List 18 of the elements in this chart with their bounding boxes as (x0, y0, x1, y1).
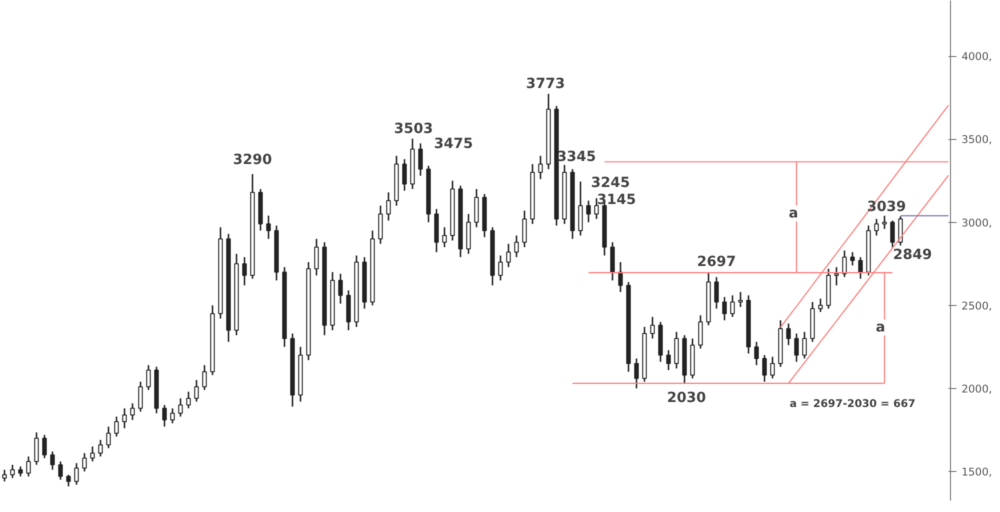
annotation: 2849 (893, 247, 932, 263)
annotation: 2697 (697, 254, 736, 270)
y-tick-label: 2000, (962, 382, 992, 396)
y-tick-label: 3500, (962, 133, 992, 146)
annotation: 3503 (394, 121, 433, 137)
annotation: 3245 (591, 175, 630, 191)
annotation: 3290 (233, 152, 272, 168)
annotation: a = 2697-2030 = 667 (790, 397, 916, 410)
annotation: 2030 (667, 390, 706, 406)
y-tick-label: 1500, (962, 465, 992, 478)
y-tick-label: 2500, (962, 299, 992, 312)
y-tick-label: 3000, (962, 216, 992, 230)
annotation: 3773 (526, 76, 565, 92)
annotation: a (876, 320, 886, 336)
annotation: 3475 (434, 136, 473, 152)
annotation: a (788, 206, 798, 222)
annotation: 3145 (597, 192, 636, 208)
y-tick-label: 4000, (962, 50, 992, 64)
